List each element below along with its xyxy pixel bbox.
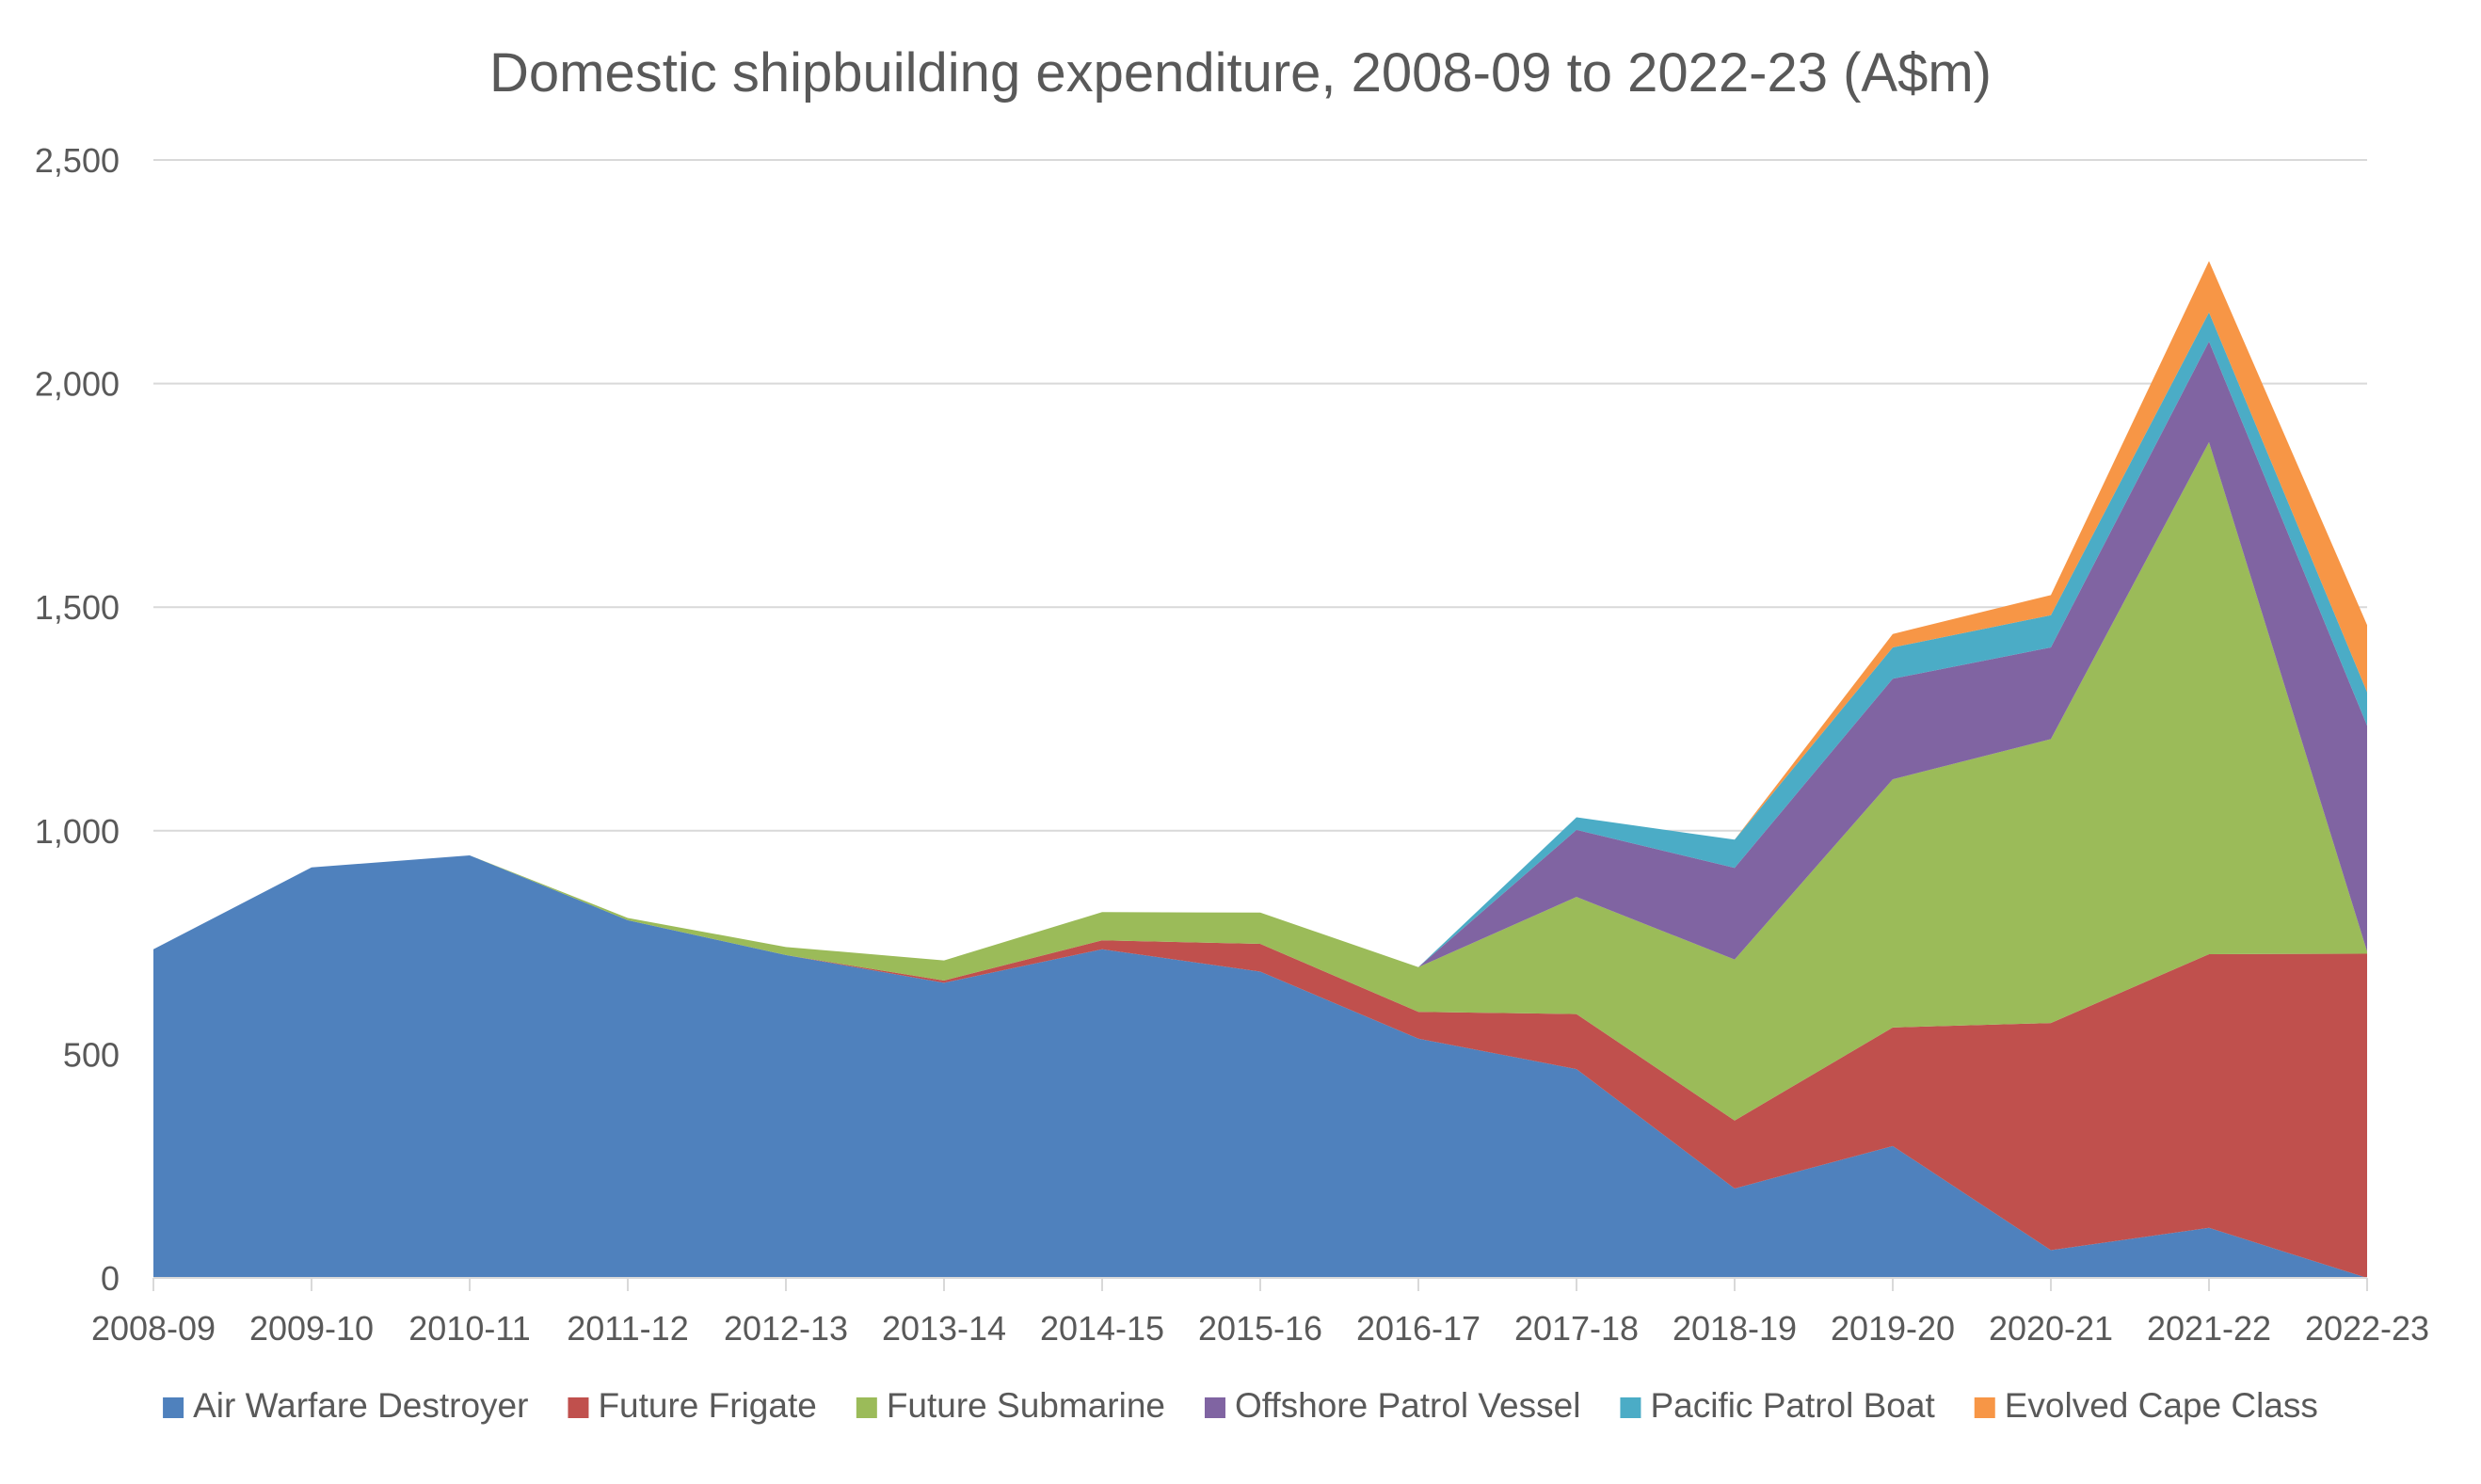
area-series-1 bbox=[153, 854, 2367, 1278]
y-tick-label: 2,000 bbox=[35, 365, 120, 404]
x-tick-label: 2016-17 bbox=[1356, 1309, 1481, 1348]
legend-label: Future Frigate bbox=[598, 1386, 816, 1425]
legend-label: Air Warfare Destroyer bbox=[193, 1386, 528, 1425]
legend-label: Pacific Patrol Boat bbox=[1650, 1386, 1935, 1425]
y-tick-label: 500 bbox=[63, 1035, 120, 1074]
legend-swatch bbox=[1620, 1397, 1641, 1418]
legend-item-6: Evolved Cape Class bbox=[1974, 1386, 2318, 1425]
legend-item-5: Pacific Patrol Boat bbox=[1620, 1386, 1935, 1425]
y-tick-label: 0 bbox=[101, 1259, 120, 1298]
x-tick-label: 2021-22 bbox=[2147, 1309, 2271, 1348]
legend-swatch bbox=[163, 1397, 184, 1418]
legend-item-3: Future Submarine bbox=[856, 1386, 1165, 1425]
chart-title: Domestic shipbuilding expenditure, 2008-… bbox=[489, 42, 1992, 104]
area-series-4 bbox=[153, 341, 2367, 967]
x-tick-label: 2017-18 bbox=[1514, 1309, 1639, 1348]
x-tick-label: 2018-19 bbox=[1673, 1309, 1797, 1348]
y-tick-label: 2,500 bbox=[35, 141, 120, 180]
x-tick-label: 2011-12 bbox=[567, 1309, 688, 1348]
legend-swatch bbox=[568, 1397, 589, 1418]
legend-swatch bbox=[856, 1397, 877, 1418]
x-tick-label: 2015-16 bbox=[1198, 1309, 1322, 1348]
area-series-2 bbox=[153, 854, 2367, 1278]
y-tick-label: 1,500 bbox=[35, 588, 120, 627]
legend-item-2: Future Frigate bbox=[568, 1386, 817, 1425]
x-tick-label: 2019-20 bbox=[1831, 1309, 1955, 1348]
series-areas bbox=[153, 261, 2367, 1278]
x-tick-label: 2020-21 bbox=[1989, 1309, 2113, 1348]
x-tick-label: 2010-11 bbox=[408, 1309, 530, 1348]
legend: Air Warfare Destroyer Future Frigate Futur… bbox=[163, 1386, 2318, 1425]
axes: 0 500 1,000 1,500 2,000 2,500 2008-09 2009-10 20… bbox=[35, 141, 2429, 1348]
legend-swatch bbox=[1974, 1397, 1995, 1418]
x-tick-label: 2022-23 bbox=[2305, 1309, 2429, 1348]
x-tick-label: 2012-13 bbox=[724, 1309, 848, 1348]
legend-label: Offshore Patrol Vessel bbox=[1235, 1386, 1580, 1425]
legend-item-4: Offshore Patrol Vessel bbox=[1204, 1386, 1580, 1425]
x-tick-label: 2009-10 bbox=[249, 1309, 374, 1348]
x-tick-label: 2013-14 bbox=[882, 1309, 1006, 1348]
legend-label: Evolved Cape Class bbox=[2005, 1386, 2318, 1425]
legend-label: Future Submarine bbox=[887, 1386, 1165, 1425]
y-tick-label: 1,000 bbox=[35, 812, 120, 851]
x-tick-label: 2014-15 bbox=[1040, 1309, 1164, 1348]
x-tick-label: 2008-09 bbox=[91, 1309, 216, 1348]
area-series-3 bbox=[153, 441, 2367, 1121]
legend-item-1: Air Warfare Destroyer bbox=[163, 1386, 528, 1425]
legend-swatch bbox=[1204, 1397, 1225, 1418]
